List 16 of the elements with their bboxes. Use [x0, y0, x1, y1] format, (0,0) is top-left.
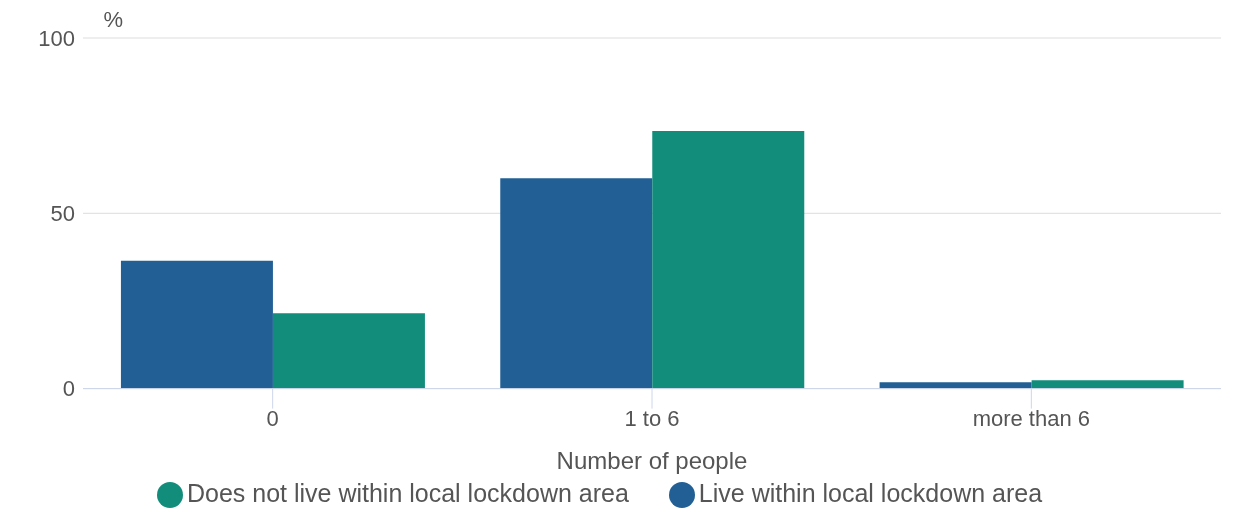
x-tick-label: 1 to 6	[624, 406, 680, 432]
bar	[1031, 380, 1184, 389]
y-axis-title: %	[103, 6, 123, 32]
bar	[272, 313, 425, 389]
x-tick-label: 0	[266, 406, 279, 432]
x-axis-title: Number of people	[556, 446, 748, 474]
y-tick-label: 0	[62, 376, 75, 402]
bar	[120, 260, 273, 389]
y-tick-label: 50	[50, 201, 75, 227]
bar	[500, 178, 653, 389]
legend-label: Live within local lockdown area	[698, 478, 1043, 507]
bar	[652, 130, 805, 389]
y-tick-label: 100	[38, 25, 75, 51]
bar	[879, 382, 1032, 389]
x-tick-label: more than 6	[972, 406, 1091, 432]
legend-label: Does not live within local lockdown area	[186, 478, 629, 507]
